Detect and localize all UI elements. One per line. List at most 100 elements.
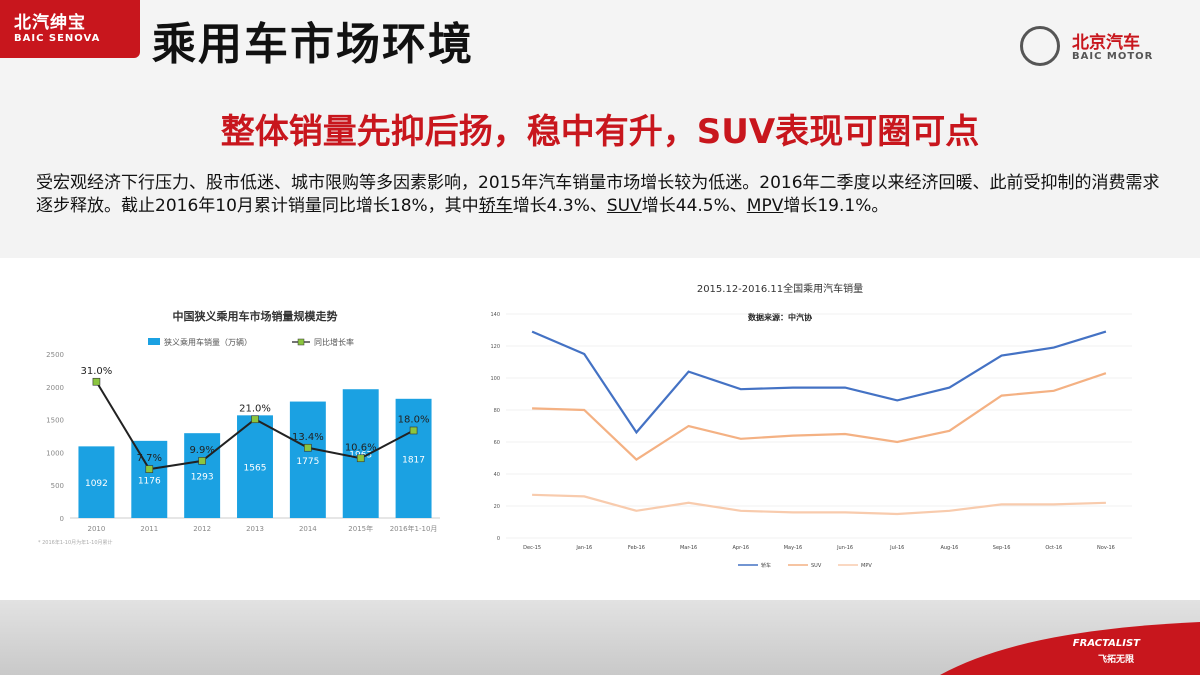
logo-text-cn: 北京汽车	[1072, 33, 1140, 53]
series-line-1	[532, 372, 1107, 461]
x-tick-label: May-16	[784, 545, 802, 551]
logo-text-en: BAIC MOTOR	[1072, 51, 1154, 62]
brand-name-en: BAIC SENOVA	[14, 33, 101, 44]
page-title: 乘用车市场环境	[152, 19, 474, 70]
footer-brand-en: FRACTALIST	[1072, 638, 1140, 649]
body-text-part: 增长44.5%、	[641, 196, 747, 216]
bar-value-label: 1293	[191, 473, 214, 483]
footer-brand-cn: 飞拓无限	[1097, 655, 1134, 665]
chart-footnote: * 2016年1-10月为年1-10月累计	[38, 539, 113, 546]
x-tick-label: 2010	[88, 525, 106, 533]
baic-motor-logo: 北京汽车 BAIC MOTOR	[1020, 26, 1180, 70]
suv-term: SUV	[606, 196, 642, 216]
y-tick-label: 1500	[46, 417, 64, 425]
bar-value-label: 1565	[244, 464, 267, 474]
sedan-term: 轿车	[478, 196, 513, 216]
growth-label: 9.9%	[189, 445, 214, 456]
footer: FRACTALIST 飞拓无限	[0, 600, 1200, 675]
body-text-part: 增长4.3%、	[512, 196, 607, 216]
bar-value-label: 1092	[85, 479, 108, 489]
x-tick-label: 2014	[299, 525, 317, 533]
series-line-2	[532, 493, 1106, 516]
header: 北汽绅宝 BAIC SENOVA 乘用车市场环境 北京汽车 BAIC MOTOR	[0, 0, 1200, 90]
legend-label: 轿车	[761, 562, 771, 569]
headline: 整体销量先抑后扬，稳中有升，SUV表现可圈可点	[220, 112, 980, 152]
chart-subtitle: 数据来源：中汽协	[748, 312, 812, 322]
series-line-0	[531, 330, 1107, 435]
bar	[395, 398, 432, 518]
y-tick-label: 2500	[46, 351, 64, 359]
y-tick-label: 140	[490, 312, 500, 318]
body-text-part: 受宏观经济下行压力、股市低迷、城市限购等多因素影响，2015年汽车销量市场增长较…	[36, 173, 1160, 216]
bar	[184, 433, 221, 518]
y-tick-label: 40	[494, 472, 500, 478]
x-tick-label: Apr-16	[733, 545, 750, 551]
x-tick-label: Mar-16	[680, 545, 697, 551]
legend-label: SUV	[811, 563, 822, 569]
y-tick-label: 100	[490, 376, 500, 382]
growth-marker	[92, 377, 101, 386]
x-tick-label: Jul-16	[889, 545, 904, 551]
legend-label-sales: 狭义乘用车销量（万辆）	[164, 337, 252, 347]
growth-label: 31.0%	[81, 366, 113, 377]
x-tick-label: Feb-16	[628, 545, 645, 551]
growth-marker	[304, 443, 312, 452]
growth-marker	[145, 465, 154, 473]
body-text: 受宏观经济下行压力、股市低迷、城市限购等多因素影响，2015年汽车销量市场增长较…	[36, 172, 1176, 218]
charts-area: 中国狭义乘用车市场销量规模走势 狭义乘用车销量（万辆） 同比增长率 0 500 1000 1…	[0, 258, 1200, 600]
x-tick-label: Dec-15	[523, 545, 541, 551]
chart-title: 中国狭义乘用车市场销量规模走势	[173, 309, 338, 323]
growth-label: 21.0%	[239, 403, 271, 414]
y-tick-label: 0	[60, 515, 64, 523]
y-tick-label: 20	[494, 504, 500, 510]
bar	[342, 389, 379, 518]
chart-title: 2015.12-2016.11全国乘用汽车销量	[697, 282, 863, 295]
bar-value-label: 1176	[138, 476, 161, 486]
legend-marker-growth	[297, 338, 305, 346]
bar	[237, 415, 273, 518]
x-tick-label: 2016年1-10月	[390, 524, 438, 533]
y-tick-label: 2000	[46, 384, 64, 392]
brand-logo: 北汽绅宝 BAIC SENOVA	[0, 0, 140, 58]
growth-marker	[409, 426, 418, 435]
x-tick-label: Sep-16	[993, 545, 1011, 551]
growth-label: 10.6%	[345, 442, 377, 453]
y-tick-label: 60	[494, 440, 500, 446]
y-tick-label: 80	[494, 408, 500, 414]
growth-marker	[251, 415, 259, 424]
x-tick-label: Jun-16	[836, 545, 853, 551]
growth-label: 7.7%	[137, 453, 162, 464]
y-tick-label: 500	[51, 482, 64, 490]
x-tick-label: 2012	[193, 525, 211, 533]
x-tick-label: 2015年	[348, 524, 373, 533]
bar	[131, 440, 168, 518]
x-tick-label: 2013	[246, 525, 264, 533]
y-tick-label: 0	[497, 536, 500, 542]
footer-swoosh	[940, 622, 1200, 675]
x-tick-label: Nov-16	[1097, 545, 1115, 551]
growth-label: 13.4%	[292, 432, 324, 443]
growth-label: 18.0%	[398, 415, 430, 426]
body-text-part: 增长19.1%。	[783, 196, 889, 216]
legend-swatch-sales	[148, 338, 160, 345]
x-tick-label: Aug-16	[940, 545, 958, 551]
bar	[78, 446, 115, 518]
bar-value-label: 1775	[296, 457, 319, 467]
bar	[289, 401, 326, 518]
baic-emblem-icon	[1020, 26, 1060, 66]
summary-section: 整体销量先抑后扬，稳中有升，SUV表现可圈可点 受宏观经济下行压力、股市低迷、城…	[0, 90, 1200, 258]
growth-marker	[198, 457, 206, 465]
x-tick-label: Oct-16	[1045, 545, 1062, 551]
growth-marker	[356, 454, 365, 463]
legend-label: MPV	[861, 563, 872, 569]
x-tick-label: 2011	[140, 525, 158, 533]
brand-name-cn: 北汽绅宝	[14, 13, 86, 33]
legend-label-growth: 同比增长率	[314, 337, 354, 347]
mpv-term: MPV	[746, 196, 784, 216]
y-tick-label: 120	[490, 344, 500, 350]
x-tick-label: Jan-16	[575, 545, 592, 551]
y-tick-label: 1000	[46, 449, 64, 457]
bar-value-label: 1817	[402, 455, 425, 465]
